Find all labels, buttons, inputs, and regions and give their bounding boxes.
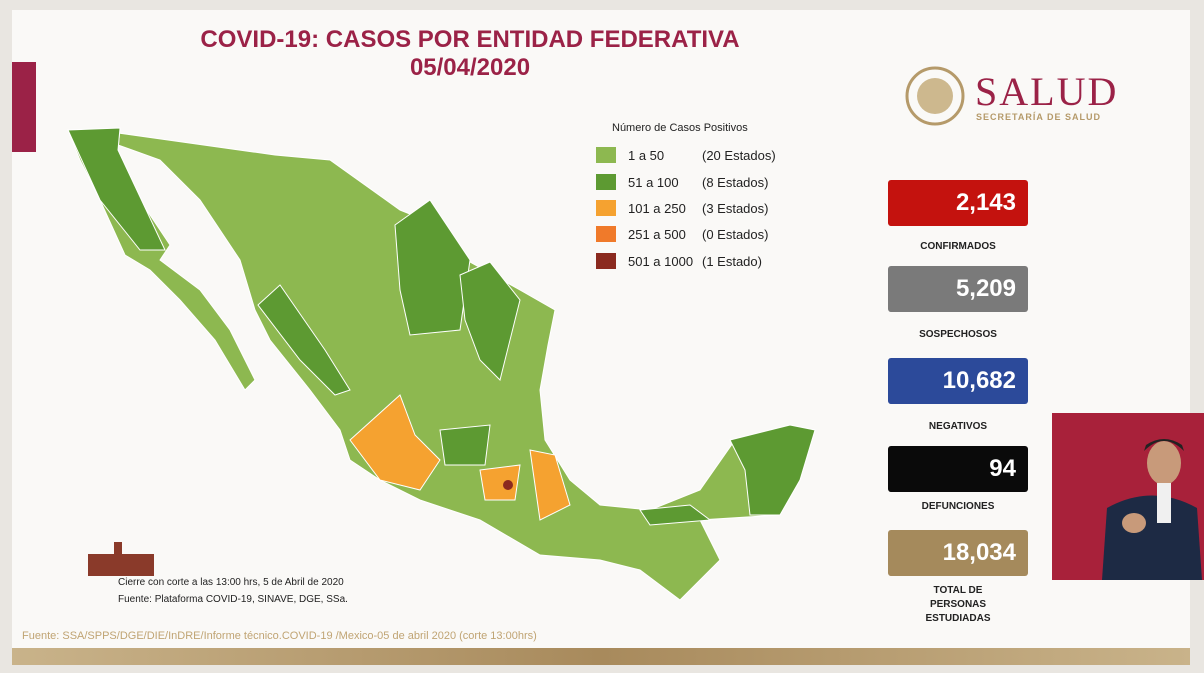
monument-icon — [88, 542, 154, 576]
state — [639, 504, 712, 526]
stat-value: 5,209 — [888, 266, 1028, 312]
legend-item: 1 a 50 (20 Estados) — [596, 147, 776, 163]
stat-label: TOTAL DE PERSONAS ESTUDIADAS — [925, 585, 991, 624]
legend-range: 501 a 1000 — [628, 253, 694, 269]
stat-label: NEGATIVOS — [928, 421, 988, 432]
logo-name: SALUD — [975, 69, 1119, 114]
state — [503, 480, 513, 490]
state — [394, 199, 471, 336]
state — [459, 261, 521, 381]
legend-count: (0 Estados) — [702, 226, 769, 242]
stat-value: 18,034 — [888, 530, 1028, 576]
legend-swatch — [596, 253, 616, 269]
legend-item: 501 a 1000 (1 Estado) — [596, 253, 762, 269]
legend-item: 51 a 100 (8 Estados) — [596, 174, 768, 190]
state — [257, 284, 351, 396]
legend-swatch — [596, 226, 616, 242]
legend-count: (1 Estado) — [702, 253, 762, 269]
state — [117, 132, 816, 601]
date: 05/04/2020 — [409, 54, 531, 81]
stat-value: 10,682 — [888, 358, 1028, 404]
legend-range: 101 a 250 — [628, 200, 686, 216]
legend-item: 251 a 500 (0 Estados) — [596, 226, 768, 242]
logo-subtitle: SECRETARÍA DE SALUD — [976, 112, 1102, 122]
stat-label: CONFIRMADOS — [920, 241, 996, 252]
footer-source: Fuente: SSA/SPPS/DGE/DIE/InDRE/Informe t… — [22, 630, 537, 642]
legend-range: 51 a 100 — [628, 174, 679, 190]
legend-count: (8 Estados) — [702, 174, 769, 190]
state — [479, 464, 521, 501]
legend-range: 251 a 500 — [628, 226, 686, 242]
legend-count: (20 Estados) — [702, 147, 776, 163]
side-bar — [12, 62, 36, 152]
legend-range: 1 a 50 — [628, 147, 665, 163]
map — [67, 127, 816, 601]
state — [349, 394, 441, 491]
legend-item: 101 a 250 (3 Estados) — [596, 200, 768, 216]
note-source: Fuente: Plataforma COVID-19, SINAVE, DGE… — [118, 594, 348, 605]
state — [729, 424, 816, 516]
legend-swatch — [596, 147, 616, 163]
footer-band — [12, 648, 1190, 665]
title: COVID-19: CASOS POR ENTIDAD FEDERATIVA — [200, 26, 740, 53]
legend-title: Número de Casos Positivos — [612, 122, 748, 134]
state — [67, 127, 166, 251]
legend-swatch — [596, 200, 616, 216]
stat-label: DEFUNCIONES — [921, 501, 995, 512]
note-cut: Cierre con corte a las 13:00 hrs, 5 de A… — [118, 577, 344, 588]
state — [529, 449, 571, 521]
interpreter-inset — [1052, 413, 1204, 580]
legend-swatch — [596, 174, 616, 190]
stat-value: 94 — [888, 446, 1028, 492]
emblem — [905, 66, 965, 126]
state — [439, 424, 491, 466]
stat-label: SOSPECHOSOS — [919, 329, 997, 340]
legend-count: (3 Estados) — [702, 200, 769, 216]
stat-value: 2,143 — [888, 180, 1028, 226]
